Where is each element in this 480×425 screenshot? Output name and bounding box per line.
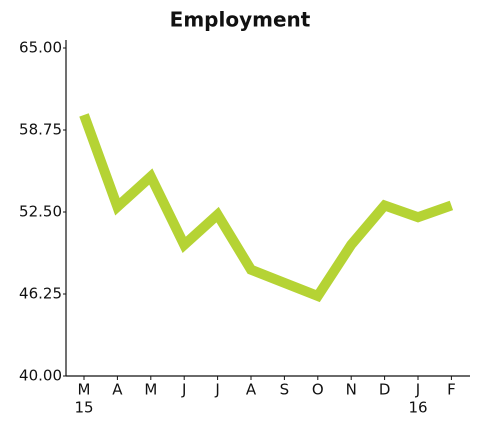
x-tick-label: S bbox=[280, 381, 290, 399]
x-tick-label: A bbox=[246, 381, 257, 399]
x-tick-label: M bbox=[78, 381, 91, 399]
x-tick-label: J bbox=[415, 381, 420, 399]
x-year-label: 16 bbox=[408, 399, 427, 417]
x-tick-label: D bbox=[379, 381, 391, 399]
x-tick-label: A bbox=[112, 381, 123, 399]
x-tick-label: M bbox=[144, 381, 157, 399]
chart-title: Employment bbox=[170, 8, 311, 32]
x-tick-label: N bbox=[346, 381, 357, 399]
x-tick-label: F bbox=[447, 381, 456, 399]
y-tick-label: 40.00 bbox=[19, 367, 62, 385]
x-tick-label: O bbox=[312, 381, 324, 399]
x-tick-label: J bbox=[214, 381, 219, 399]
x-tick-label: J bbox=[181, 381, 186, 399]
x-year-label: 15 bbox=[74, 399, 93, 417]
line-series bbox=[79, 113, 454, 303]
y-tick-label: 46.25 bbox=[19, 285, 62, 303]
y-tick-label: 58.75 bbox=[19, 121, 62, 139]
y-tick-label: 65.00 bbox=[19, 39, 62, 57]
y-tick-label: 52.50 bbox=[19, 203, 62, 221]
